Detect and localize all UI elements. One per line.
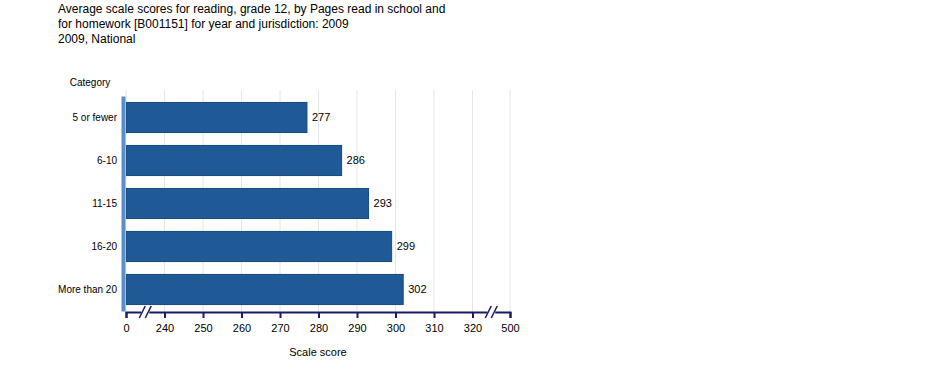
axis-break-mark <box>491 306 497 318</box>
y-tick-label: 16-20 <box>91 241 117 252</box>
x-tick: 300 <box>387 312 405 334</box>
x-tick-mark <box>203 312 205 318</box>
axis-breaks <box>139 306 497 318</box>
x-tick-label: 280 <box>310 322 328 334</box>
grid-line <box>510 90 511 312</box>
x-tick-mark <box>164 312 166 318</box>
x-tick: 270 <box>271 312 289 334</box>
x-axis-title: Scale score <box>289 346 346 358</box>
x-tick-mark <box>126 312 128 318</box>
x-tick-label: 260 <box>233 322 251 334</box>
x-tick: 260 <box>233 312 251 334</box>
chart: Average scale scores for reading, grade … <box>0 0 940 378</box>
y-axis-title: Category <box>70 77 111 88</box>
subtitle: 2009, National <box>58 32 135 46</box>
x-tick-label: 500 <box>501 322 519 334</box>
grid-line <box>472 90 473 312</box>
y-tick-label: 6-10 <box>97 155 117 166</box>
y-tick: 16-20 <box>91 241 123 252</box>
data-labels: 277 286 293 299 302 <box>312 111 427 295</box>
x-tick-mark <box>357 312 359 318</box>
x-tick-label: 250 <box>194 322 212 334</box>
grid-line <box>434 90 435 312</box>
x-tick-mark <box>395 312 397 318</box>
x-tick-label: 240 <box>156 322 174 334</box>
data-label: 299 <box>397 240 415 252</box>
x-tick: 280 <box>310 312 328 334</box>
x-tick: 310 <box>425 312 443 334</box>
title-line: Average scale scores for reading, grade … <box>58 2 445 16</box>
bar <box>126 102 307 132</box>
y-tick: More than 20 <box>58 284 123 295</box>
y-tick: 6-10 <box>97 155 123 166</box>
y-axis: 5 or fewer 6-10 11-15 16-20 More than 20 <box>58 97 123 312</box>
data-label: 293 <box>374 197 392 209</box>
title: Average scale scores for reading, grade … <box>58 2 445 31</box>
x-axis: 0 240 250 260 270 280 290 300 310 320 500 <box>123 312 519 334</box>
y-tick-label: 5 or fewer <box>73 112 118 123</box>
title-line: for homework [B001151] for year and juri… <box>58 17 349 31</box>
bar <box>126 274 403 304</box>
y-tick-label: 11-15 <box>92 198 117 209</box>
x-tick: 290 <box>348 312 366 334</box>
bar <box>126 145 342 175</box>
x-tick-label: 270 <box>271 322 289 334</box>
x-tick-mark <box>472 312 474 318</box>
x-axis-line <box>127 313 511 319</box>
y-tick: 11-15 <box>92 198 123 209</box>
grid <box>126 90 510 312</box>
x-tick-label: 0 <box>123 322 129 334</box>
data-label: 302 <box>408 283 426 295</box>
x-tick-label: 290 <box>348 322 366 334</box>
x-tick-mark <box>434 312 436 318</box>
x-tick-label: 300 <box>387 322 405 334</box>
data-label: 286 <box>347 154 365 166</box>
x-tick: 0 <box>123 312 129 334</box>
x-tick: 240 <box>156 312 174 334</box>
y-tick: 5 or fewer <box>73 112 123 123</box>
x-tick-mark <box>280 312 282 318</box>
x-tick: 250 <box>194 312 212 334</box>
axis-break-mark <box>139 306 145 318</box>
x-tick-mark <box>241 312 243 318</box>
y-tick-label: More than 20 <box>58 284 117 295</box>
bar <box>126 188 369 218</box>
y-axis-line <box>122 97 126 312</box>
x-tick-mark <box>318 312 320 318</box>
x-tick-mark <box>510 312 512 318</box>
x-tick: 500 <box>501 312 519 334</box>
x-tick-label: 310 <box>425 322 443 334</box>
bars <box>126 102 403 304</box>
axis-break-mark <box>485 306 491 318</box>
axis-break-mark <box>145 306 151 318</box>
bar <box>126 231 392 261</box>
x-tick-label: 320 <box>464 322 482 334</box>
x-tick: 320 <box>464 312 482 334</box>
data-label: 277 <box>312 111 330 123</box>
